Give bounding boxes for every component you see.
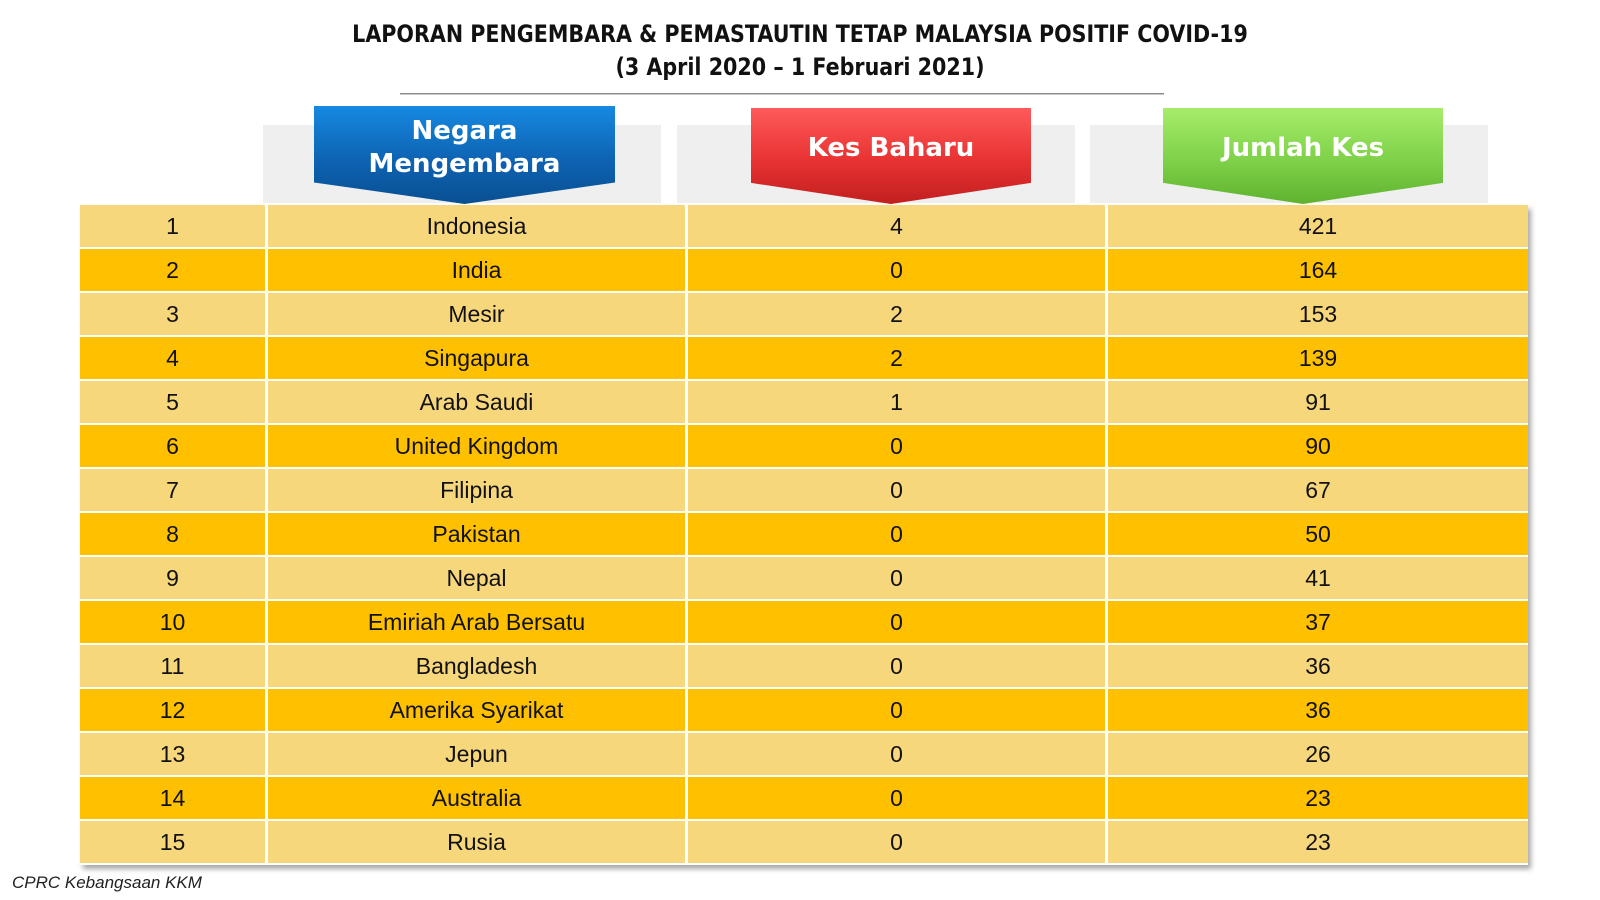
row-number-cell: 15 [80,821,268,863]
country-cell: Pakistan [268,513,688,555]
country-cell: Australia [268,777,688,819]
table-row: 13 Jepun 0 26 [80,733,1528,777]
row-number-cell: 6 [80,425,268,467]
row-number-cell: 10 [80,601,268,643]
row-number-cell: 5 [80,381,268,423]
country-cell: Singapura [268,337,688,379]
source-credit: CPRC Kebangsaan KKM [12,873,202,892]
table-row: 2 India 0 164 [80,249,1528,293]
new-cases-cell: 0 [688,777,1108,819]
table-row: 10 Emiriah Arab Bersatu 0 37 [80,601,1528,645]
total-cases-cell: 50 [1108,513,1528,555]
table-row: 4 Singapura 2 139 [80,337,1528,381]
table-row: 5 Arab Saudi 1 91 [80,381,1528,425]
country-cell: India [268,249,688,291]
table-row: 7 Filipina 0 67 [80,469,1528,513]
table-row: 6 United Kingdom 0 90 [80,425,1528,469]
row-number-cell: 8 [80,513,268,555]
total-cases-cell: 153 [1108,293,1528,335]
new-cases-cell: 0 [688,425,1108,467]
table-row: 8 Pakistan 0 50 [80,513,1528,557]
country-cell: Nepal [268,557,688,599]
row-number-cell: 2 [80,249,268,291]
new-cases-cell: 0 [688,689,1108,731]
new-cases-cell: 0 [688,513,1108,555]
row-number-cell: 13 [80,733,268,775]
row-number-cell: 7 [80,469,268,511]
new-cases-cell: 0 [688,733,1108,775]
new-cases-cell: 0 [688,557,1108,599]
country-cell: Jepun [268,733,688,775]
country-cell: Filipina [268,469,688,511]
table-row: 15 Rusia 0 23 [80,821,1528,865]
total-cases-cell: 36 [1108,645,1528,687]
total-cases-cell: 23 [1108,821,1528,863]
total-cases-cell: 91 [1108,381,1528,423]
total-cases-cell: 90 [1108,425,1528,467]
table-row: 1 Indonesia 4 421 [80,205,1528,249]
country-cell: Rusia [268,821,688,863]
title-divider [400,93,1164,95]
table-row: 12 Amerika Syarikat 0 36 [80,689,1528,733]
total-cases-cell: 421 [1108,205,1528,247]
country-cell: Emiriah Arab Bersatu [268,601,688,643]
new-cases-cell: 4 [688,205,1108,247]
table-row: 14 Australia 0 23 [80,777,1528,821]
page-title: LAPORAN PENGEMBARA & PEMASTAUTIN TETAP M… [112,18,1488,84]
country-cell: Amerika Syarikat [268,689,688,731]
new-cases-cell: 0 [688,601,1108,643]
total-cases-cell: 37 [1108,601,1528,643]
row-number-cell: 14 [80,777,268,819]
new-cases-cell: 0 [688,249,1108,291]
row-number-cell: 11 [80,645,268,687]
table-row: 3 Mesir 2 153 [80,293,1528,337]
data-table: 1 Indonesia 4 421 2 India 0 164 3 Mesir 2 153 4 Singa… [80,205,1528,865]
header-negara-line-2: Mengembara [368,149,561,179]
new-cases-cell: 2 [688,293,1108,335]
total-cases-cell: 139 [1108,337,1528,379]
total-cases-cell: 67 [1108,469,1528,511]
row-number-cell: 4 [80,337,268,379]
row-number-cell: 3 [80,293,268,335]
column-header-negara-mengembara: Negara Mengembara [314,106,615,204]
new-cases-cell: 0 [688,821,1108,863]
row-number-cell: 1 [80,205,268,247]
row-number-cell: 9 [80,557,268,599]
header-negara-line-1: Negara [411,116,518,146]
total-cases-cell: 36 [1108,689,1528,731]
table-row: 11 Bangladesh 0 36 [80,645,1528,689]
new-cases-cell: 2 [688,337,1108,379]
title-line-2: (3 April 2020 – 1 Februari 2021) [615,53,985,81]
country-cell: United Kingdom [268,425,688,467]
row-number-cell: 12 [80,689,268,731]
new-cases-cell: 0 [688,469,1108,511]
country-cell: Mesir [268,293,688,335]
total-cases-cell: 23 [1108,777,1528,819]
new-cases-cell: 1 [688,381,1108,423]
total-cases-cell: 26 [1108,733,1528,775]
country-cell: Indonesia [268,205,688,247]
title-line-1: LAPORAN PENGEMBARA & PEMASTAUTIN TETAP M… [352,20,1248,48]
country-cell: Bangladesh [268,645,688,687]
column-header-kes-baharu: Kes Baharu [751,108,1031,204]
table-row: 9 Nepal 0 41 [80,557,1528,601]
country-cell: Arab Saudi [268,381,688,423]
column-header-jumlah-kes: Jumlah Kes [1163,108,1443,204]
new-cases-cell: 0 [688,645,1108,687]
total-cases-cell: 41 [1108,557,1528,599]
total-cases-cell: 164 [1108,249,1528,291]
